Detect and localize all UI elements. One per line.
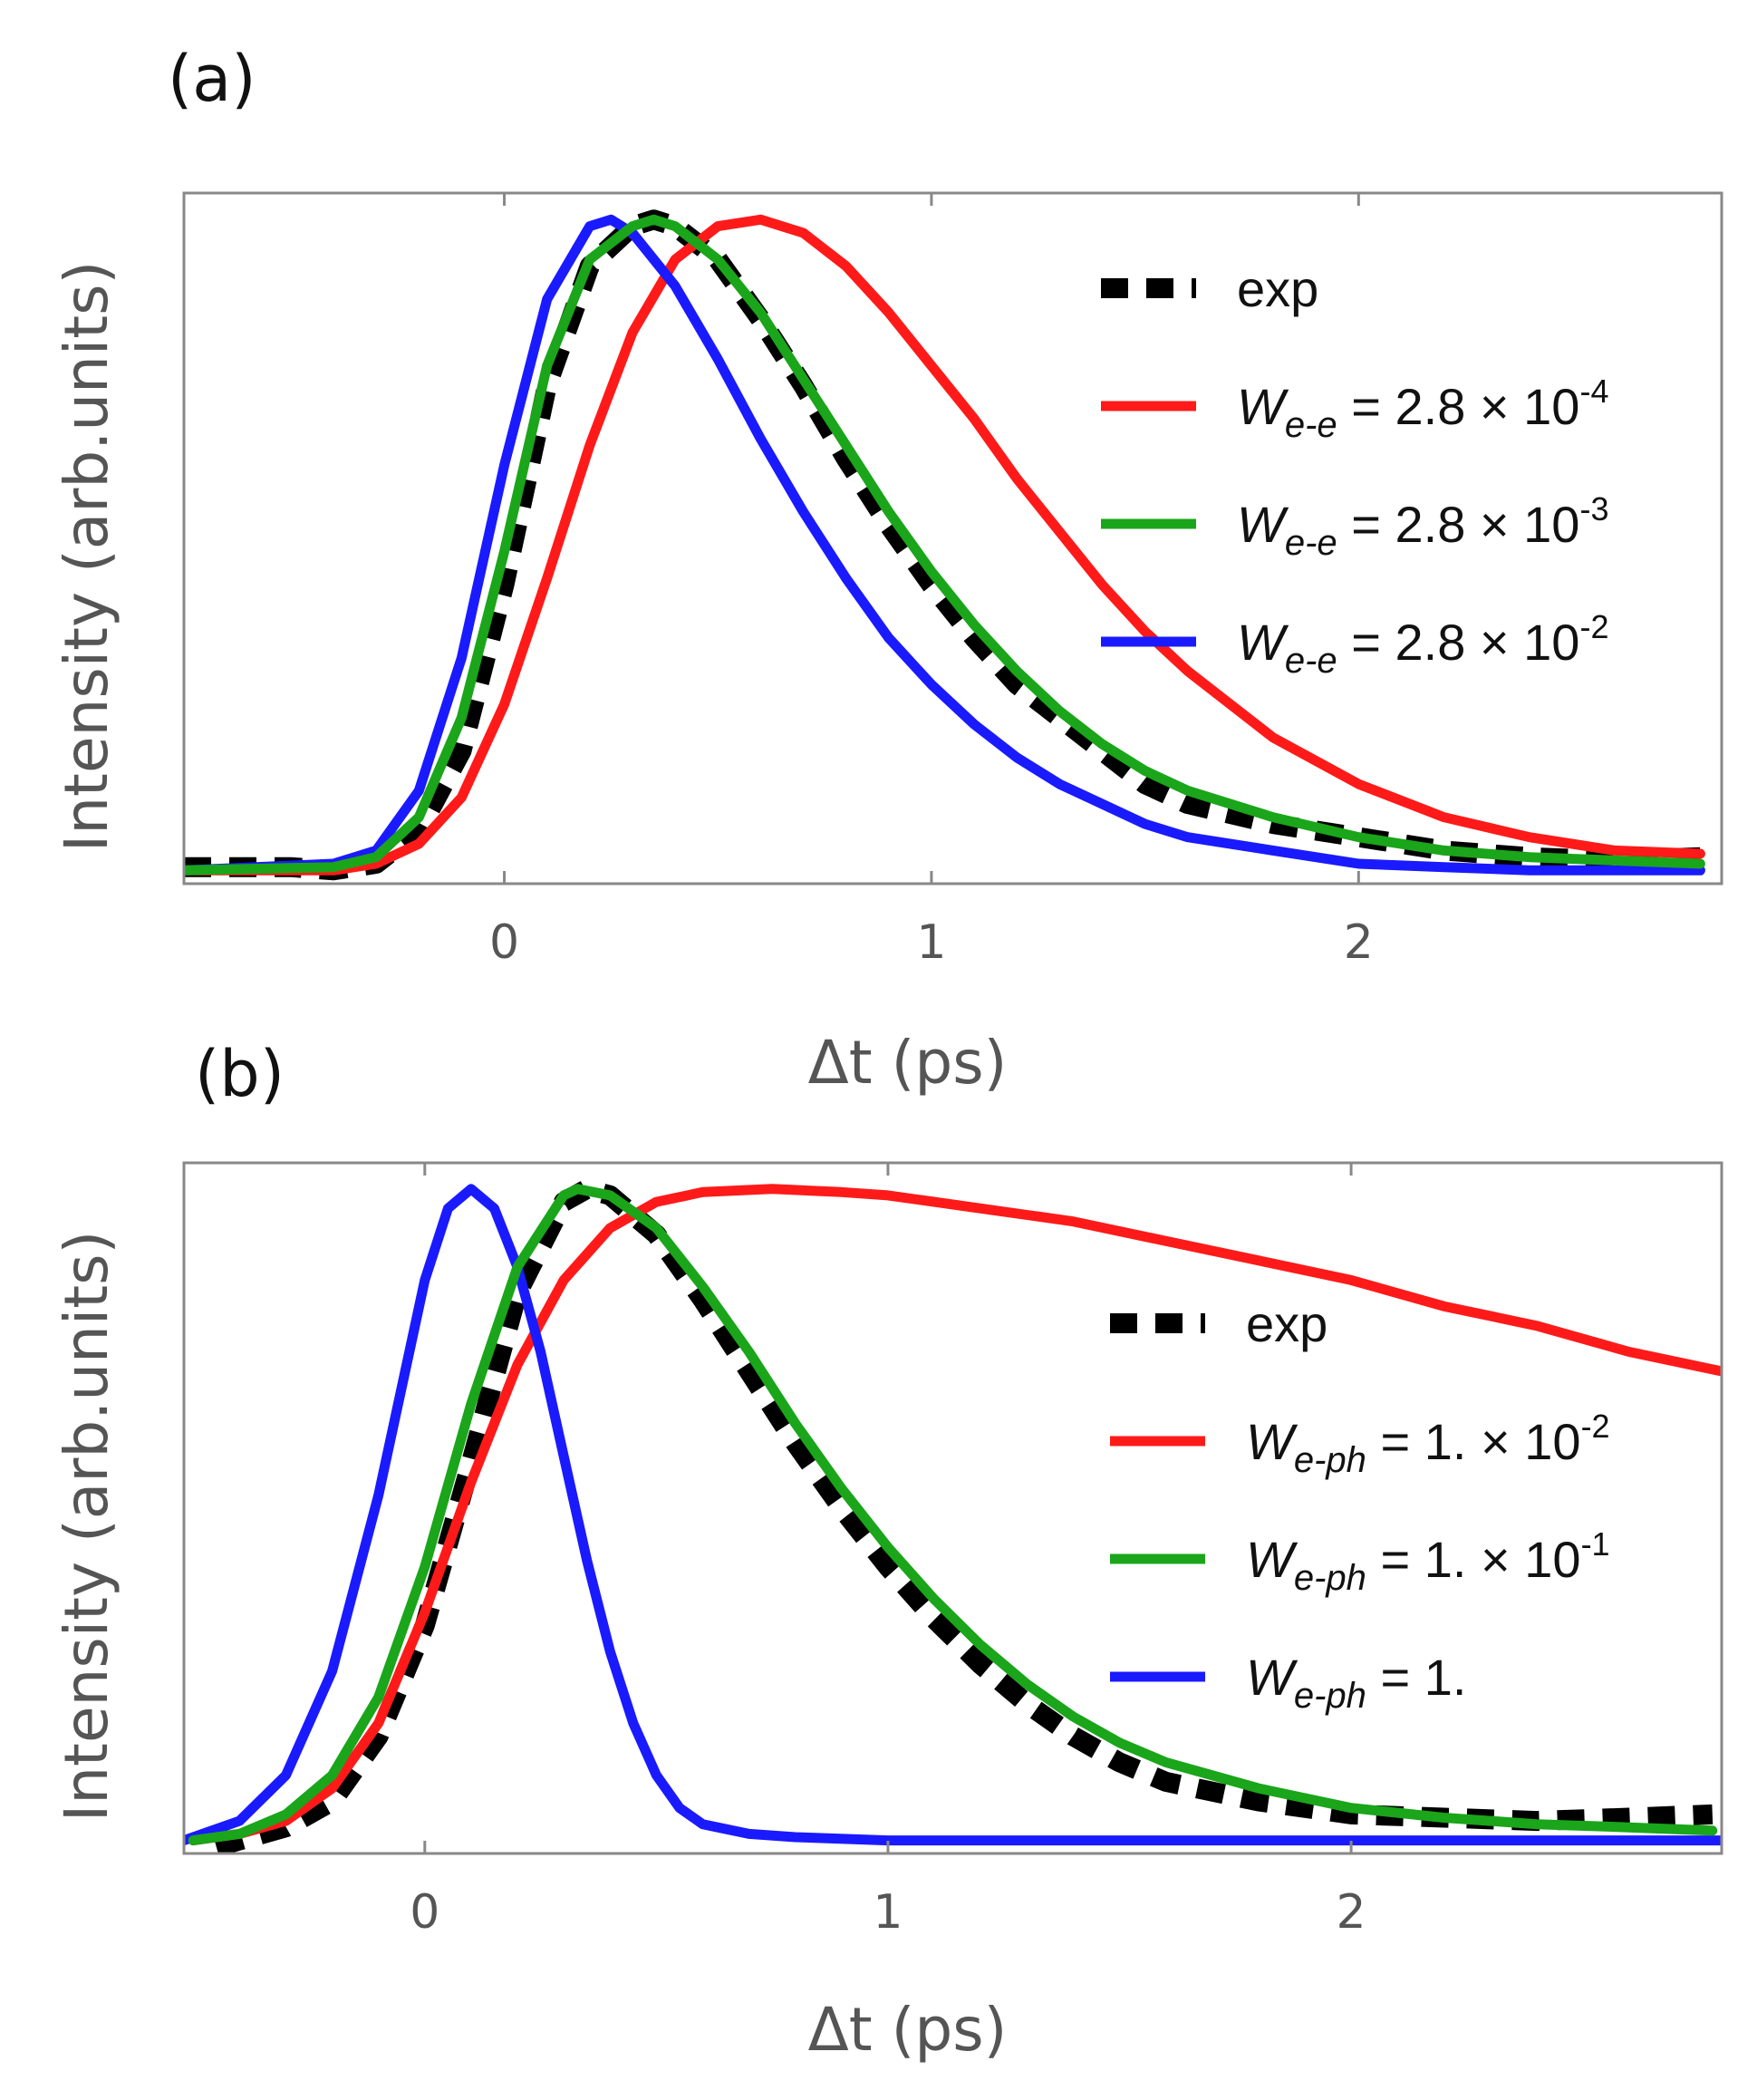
series-line-0 — [213, 1178, 1714, 1853]
legend-label: We-ph = 1. × 10-2 — [1246, 1408, 1610, 1480]
series-line-1 — [184, 214, 1705, 876]
y-axis-title: Intensity (arb.units) — [52, 261, 121, 852]
panel-a: (a) 0 1 2 Δt (ps) Intensity (arb.units) exp We-… — [52, 42, 1723, 1098]
x-tick-label: 0 — [489, 915, 519, 970]
series-line-2 — [188, 1184, 1718, 1846]
legend-entry-0: exp — [1110, 1295, 1327, 1352]
x-tick-label: 2 — [1344, 915, 1374, 970]
legend-label: We-ph = 1. — [1246, 1649, 1466, 1716]
plot-frame — [182, 1161, 1723, 1855]
legend-label: We-e = 2.8 × 10-4 — [1237, 373, 1608, 445]
legend-entry-1: We-e = 2.8 × 10-4 — [1101, 373, 1608, 445]
y-axis-title: Intensity (arb.units) — [52, 1231, 121, 1822]
series-line-3 — [184, 214, 1705, 876]
panel-label: (a) — [168, 42, 256, 116]
x-tick-label: 1 — [916, 915, 946, 970]
legend-entry-0: exp — [1101, 260, 1318, 317]
plot-frame — [182, 191, 1723, 885]
series-line-3 — [184, 1184, 1722, 1846]
legend-label: exp — [1237, 260, 1318, 317]
legend-label: We-ph = 1. × 10-1 — [1246, 1525, 1610, 1598]
panel-b: (b) 0 1 2 Δt (ps) Intensity (arb.units) exp We-… — [52, 1037, 1723, 2065]
x-axis-title: Δt (ps) — [808, 1028, 1008, 1098]
legend-entry-3: We-ph = 1. — [1110, 1649, 1466, 1716]
legend-label: We-e = 2.8 × 10-3 — [1237, 490, 1608, 563]
series-line-2 — [184, 214, 1705, 876]
panel-label: (b) — [195, 1037, 285, 1111]
legend-label: exp — [1246, 1295, 1327, 1352]
x-tick-label: 1 — [873, 1885, 903, 1940]
series-line-1 — [188, 1184, 1722, 1846]
legend-label: We-e = 2.8 × 10-2 — [1237, 608, 1608, 681]
series-line-0 — [184, 209, 1701, 881]
legend-entry-2: We-ph = 1. × 10-1 — [1110, 1525, 1610, 1598]
x-tick-label: 0 — [410, 1885, 439, 1940]
x-tick-label: 2 — [1337, 1885, 1366, 1940]
legend-entry-1: We-ph = 1. × 10-2 — [1110, 1408, 1610, 1480]
series-lines — [184, 1178, 1722, 1853]
legend-entry-2: We-e = 2.8 × 10-3 — [1101, 490, 1608, 563]
x-axis-title: Δt (ps) — [808, 1995, 1008, 2065]
legend-entry-3: We-e = 2.8 × 10-2 — [1101, 608, 1608, 681]
series-lines — [184, 209, 1705, 881]
